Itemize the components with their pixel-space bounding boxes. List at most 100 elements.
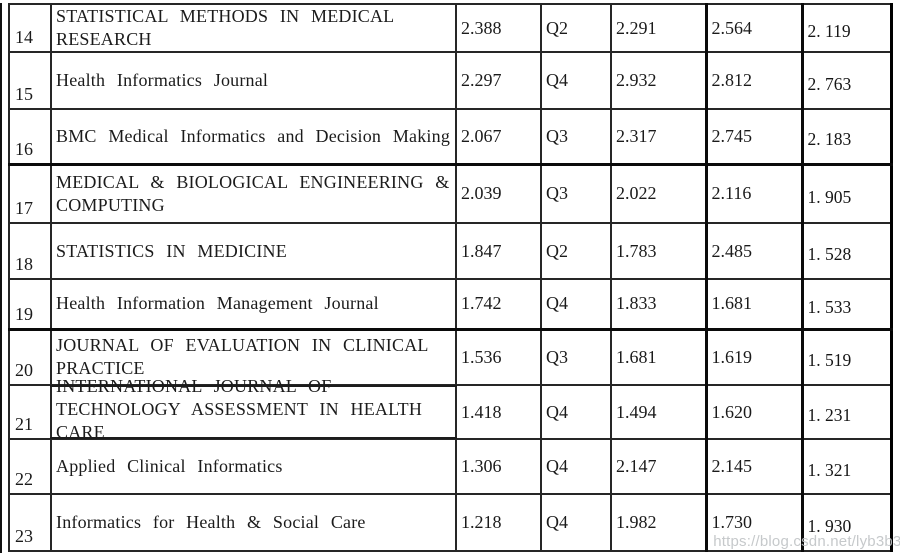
row-number: 20: [8, 328, 52, 386]
table-row: 17 MEDICAL & BIOLOGICAL ENGINEERING & COM…: [8, 163, 892, 224]
value-cell: 2.291: [610, 3, 707, 53]
value-cell: 1. 519: [800, 328, 892, 386]
row-number: 22: [8, 438, 52, 495]
table-row: 14 STATISTICAL METHODS IN MEDICAL RESEARC…: [8, 3, 892, 53]
journal-name: INTERNATIONAL JOURNAL OF TECHNOLOGY ASSES…: [56, 375, 455, 442]
quartile-cell: Q3: [540, 108, 612, 166]
table-row: 21 INTERNATIONAL JOURNAL OF TECHNOLOGY AS…: [8, 376, 892, 442]
row-number: 14: [8, 3, 52, 53]
value-cell: 2.022: [610, 163, 707, 224]
value-cell: 2. 119: [800, 3, 892, 53]
journal-name-line: Health Informatics Journal: [56, 70, 269, 90]
journal-name-line: BMC Medical Informatics and Decision Mak…: [56, 125, 451, 146]
value-cell: 1.494: [610, 384, 707, 440]
value-cell: 1. 533: [800, 278, 892, 331]
journal-name: MEDICAL & BIOLOGICAL ENGINEERING & COMPUT…: [56, 171, 455, 217]
journal-name-line: CARE: [56, 422, 105, 442]
value-cell: 2.812: [704, 51, 803, 110]
journal-name-cell: JOURNAL OF EVALUATION IN CLINICAL PRACTIC…: [50, 328, 457, 386]
journal-name: Informatics for Health & Social Care: [56, 511, 455, 534]
table-body: 14 STATISTICAL METHODS IN MEDICAL RESEARC…: [8, 3, 892, 552]
row-number: 21: [8, 384, 52, 440]
table-row: 20 JOURNAL OF EVALUATION IN CLINICAL PRAC…: [8, 328, 892, 386]
journal-name-line: INTERNATIONAL JOURNAL OF: [56, 376, 332, 396]
value-cell: 2.388: [455, 3, 542, 53]
quartile-cell: Q3: [540, 163, 612, 224]
journal-name: Health Informatics Journal: [56, 69, 455, 92]
row-number: 16: [8, 108, 52, 166]
value-cell: 2.145: [704, 438, 803, 495]
journal-name-line: Health Information Management Journal: [56, 293, 379, 314]
journal-name-line: STATISTICAL METHODS IN MEDICAL: [56, 6, 395, 26]
journal-name-cell: STATISTICAL METHODS IN MEDICAL RESEARCH: [50, 3, 457, 53]
value-cell: 1.742: [455, 278, 542, 331]
table-row: 18 STATISTICS IN MEDICINE 1.847 Q2 1.783…: [8, 222, 892, 280]
value-cell: 1.619: [704, 328, 803, 386]
journal-name-line: TECHNOLOGY ASSESSMENT IN HEALTH: [56, 399, 423, 419]
journal-name-line: MEDICAL & BIOLOGICAL ENGINEERING &: [56, 171, 450, 192]
row-number: 23: [8, 493, 52, 552]
journal-name: Applied Clinical Informatics: [56, 455, 455, 478]
value-cell: 1. 528: [800, 222, 892, 280]
quartile-cell: Q4: [540, 493, 612, 552]
value-cell: 1.306: [455, 438, 542, 495]
journal-name-cell: Health Information Management Journal: [50, 278, 457, 331]
value-cell: 1.218: [455, 493, 542, 552]
journal-name-cell: INTERNATIONAL JOURNAL OF TECHNOLOGY ASSES…: [50, 376, 458, 442]
value-cell: 1.620: [704, 384, 803, 440]
quartile-cell: Q2: [540, 3, 612, 53]
value-cell: 2.067: [455, 108, 542, 166]
value-cell: 1. 321: [800, 438, 892, 495]
journal-name-line: COMPUTING: [56, 194, 165, 215]
quartile-cell: Q4: [540, 51, 612, 110]
value-cell: 2.485: [704, 222, 803, 280]
journal-name-cell: STATISTICS IN MEDICINE: [50, 222, 457, 280]
journal-name-cell: BMC Medical Informatics and Decision Mak…: [50, 108, 457, 166]
value-cell: 1.833: [610, 278, 707, 331]
value-cell: 1.418: [455, 384, 542, 440]
value-cell: 1.847: [455, 222, 542, 280]
value-cell: 1.681: [610, 328, 707, 386]
journal-name-line: PRACTICE: [56, 358, 145, 379]
journal-name-line: RESEARCH: [56, 29, 152, 49]
value-cell: 1.536: [455, 328, 542, 386]
journal-name: JOURNAL OF EVALUATION IN CLINICAL PRACTIC…: [56, 334, 455, 380]
value-cell: 1.783: [610, 222, 707, 280]
journal-name-cell: Health Informatics Journal: [50, 51, 457, 110]
value-cell: 1. 905: [800, 163, 892, 224]
journal-name-line: Informatics for Health & Social Care: [56, 512, 366, 532]
journal-name: Health Information Management Journal: [56, 292, 455, 315]
journal-name-line: Applied Clinical Informatics: [56, 456, 283, 476]
value-cell: 2. 183: [800, 108, 892, 166]
watermark-url: https://blog.csdn.net/lyb3b3b: [713, 533, 900, 550]
table-row: 23 Informatics for Health & Social Care …: [8, 493, 892, 552]
journal-name: STATISTICS IN MEDICINE: [56, 240, 455, 263]
value-cell: 1.681: [704, 278, 803, 331]
row-number: 15: [8, 51, 52, 110]
journal-name: BMC Medical Informatics and Decision Mak…: [56, 125, 455, 148]
quartile-cell: Q4: [540, 384, 612, 440]
journal-name-line: STATISTICS IN MEDICINE: [56, 240, 287, 261]
value-cell: 1. 231: [800, 384, 892, 440]
row-number: 18: [8, 222, 52, 280]
value-cell: 2.147: [610, 438, 707, 495]
quartile-cell: Q4: [540, 278, 612, 331]
value-cell: 1. 930: [800, 493, 892, 552]
value-cell: 1.982: [610, 493, 707, 552]
value-cell: 2.039: [455, 163, 542, 224]
table-row: 19 Health Information Management Journal…: [8, 278, 892, 331]
quartile-cell: Q3: [540, 328, 612, 386]
value-cell: 2.317: [610, 108, 707, 166]
value-cell: 2.564: [704, 3, 803, 53]
row-number: 19: [8, 278, 52, 331]
value-cell: 2.297: [455, 51, 542, 110]
journal-name: STATISTICAL METHODS IN MEDICAL RESEARCH: [56, 5, 455, 51]
value-cell: 2.932: [610, 51, 707, 110]
row-number: 17: [8, 163, 52, 224]
journal-name-cell: Informatics for Health & Social Care: [50, 493, 457, 552]
table-row: 22 Applied Clinical Informatics 1.306 Q4…: [8, 438, 892, 495]
value-cell: 2. 763: [800, 51, 892, 110]
journal-ranking-table: 14 STATISTICAL METHODS IN MEDICAL RESEARC…: [8, 3, 893, 552]
table-row: 16 BMC Medical Informatics and Decision …: [8, 108, 892, 166]
